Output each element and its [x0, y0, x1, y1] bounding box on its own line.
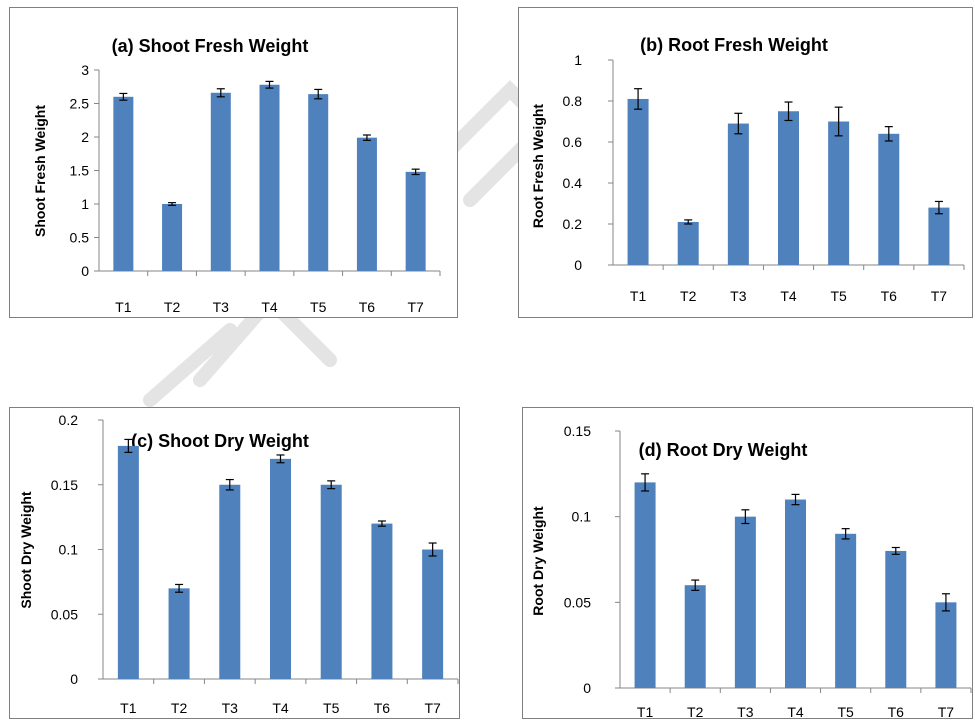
y-tick-label: 0.8 [563, 93, 583, 109]
y-tick-label: 0.1 [59, 542, 79, 558]
x-tick-label: T1 [637, 704, 654, 720]
y-tick-label: 0 [583, 680, 591, 696]
y-tick-label: 0.15 [564, 423, 591, 439]
y-tick-label: 0 [574, 257, 582, 273]
bar-t6 [371, 523, 393, 679]
x-tick-label: T6 [881, 288, 898, 304]
bar-t3 [734, 516, 756, 688]
x-tick-label: T4 [272, 700, 289, 716]
bar-t5 [320, 484, 342, 679]
x-tick-label: T3 [213, 299, 230, 315]
bar-t4 [259, 84, 280, 272]
chart-title: (d) Root Dry Weight [639, 440, 808, 460]
y-tick-label: 0.05 [51, 606, 78, 622]
bar-t4 [785, 499, 806, 688]
bar-t1 [627, 98, 649, 265]
bar-t3 [727, 123, 749, 265]
chart-title: (a) Shoot Fresh Weight [112, 36, 309, 56]
x-tick-label: T3 [737, 704, 754, 720]
x-tick-label: T1 [115, 299, 132, 315]
x-tick-label: T3 [730, 288, 747, 304]
bar-t5 [835, 533, 857, 688]
bar-t4 [270, 458, 291, 679]
bar-t2 [684, 585, 706, 688]
x-tick-label: T5 [323, 700, 340, 716]
bar-t1 [117, 445, 139, 679]
x-tick-label: T5 [830, 288, 847, 304]
bar-t6 [878, 133, 900, 265]
x-tick-label: T6 [374, 700, 391, 716]
bar-t2 [168, 588, 190, 679]
bar-t1 [634, 482, 656, 688]
chart-root-dry-weight: (d) Root Dry Weight Root Dry Weight 0 0.05 0… [522, 407, 973, 720]
y-tick-label: 1 [81, 196, 89, 212]
chart-svg: (b) Root Fresh Weight Root Fresh Weight 0 0… [530, 35, 965, 304]
x-tick-label: T7 [938, 704, 955, 720]
x-tick-label: T1 [630, 288, 647, 304]
y-tick-label: 0.2 [59, 412, 79, 428]
chart-svg: (a) Shoot Fresh Weight Shoot Fresh Weight… [32, 36, 441, 315]
bar-t5 [308, 94, 329, 272]
y-tick-label: 0.4 [563, 175, 583, 191]
bar-t7 [935, 602, 957, 688]
chart-svg: (c) Shoot Dry Weight Shoot Dry Weight 0 0.0… [18, 412, 459, 716]
chart-shoot-dry-weight: (c) Shoot Dry Weight Shoot Dry Weight 0 0.0… [9, 407, 460, 719]
bar-t3 [210, 92, 231, 271]
x-tick-label: T2 [680, 288, 697, 304]
chart-shoot-fresh-weight: (a) Shoot Fresh Weight Shoot Fresh Weight… [9, 7, 458, 318]
y-tick-label: 0.2 [563, 216, 583, 232]
x-tick-label: T7 [424, 700, 441, 716]
bar-t7 [928, 207, 950, 265]
bar-t4 [778, 111, 799, 265]
chart-svg: (d) Root Dry Weight Root Dry Weight 0 0.05 0… [530, 423, 972, 720]
y-tick-label: 0.6 [563, 134, 583, 150]
y-tick-label: 0.05 [564, 594, 591, 610]
x-tick-label: T7 [407, 299, 424, 315]
y-axis-label: Root Fresh Weight [530, 104, 546, 229]
x-tick-label: T2 [171, 700, 188, 716]
x-tick-label: T4 [261, 299, 278, 315]
x-tick-label: T4 [787, 704, 804, 720]
bar-t2 [677, 221, 699, 265]
x-tick-label: T2 [164, 299, 181, 315]
x-tick-label: T1 [120, 700, 137, 716]
bar-t3 [219, 484, 241, 679]
y-axis-label: Shoot Dry Weight [18, 491, 34, 609]
y-tick-label: 0 [81, 263, 89, 279]
bar-t1 [113, 96, 134, 271]
bar-t6 [885, 550, 907, 688]
y-tick-label: 0.5 [70, 230, 90, 246]
y-axis-label: Root Dry Weight [530, 506, 546, 616]
chart-title: (c) Shoot Dry Weight [131, 431, 309, 451]
x-tick-label: T2 [687, 704, 704, 720]
bar-t5 [828, 121, 850, 265]
bar-t6 [356, 137, 377, 271]
y-tick-label: 3 [81, 62, 89, 78]
y-tick-label: 0.15 [51, 477, 78, 493]
x-tick-label: T5 [837, 704, 854, 720]
bar-t2 [162, 204, 183, 271]
x-tick-label: T6 [359, 299, 376, 315]
chart-title: (b) Root Fresh Weight [640, 35, 828, 55]
chart-root-fresh-weight: (b) Root Fresh Weight Root Fresh Weight 0 0… [518, 7, 973, 318]
y-tick-label: 0.1 [572, 509, 592, 525]
bar-t7 [422, 549, 444, 679]
y-tick-label: 2 [81, 129, 89, 145]
x-tick-label: T6 [888, 704, 905, 720]
x-tick-label: T5 [310, 299, 327, 315]
y-tick-label: 1 [574, 52, 582, 68]
bar-t7 [405, 171, 426, 271]
x-tick-label: T3 [222, 700, 239, 716]
y-tick-label: 2.5 [70, 96, 90, 112]
y-tick-label: 0 [70, 671, 78, 687]
x-tick-label: T7 [931, 288, 948, 304]
y-tick-label: 1.5 [70, 163, 90, 179]
x-tick-label: T4 [780, 288, 797, 304]
y-axis-label: Shoot Fresh Weight [32, 105, 48, 237]
